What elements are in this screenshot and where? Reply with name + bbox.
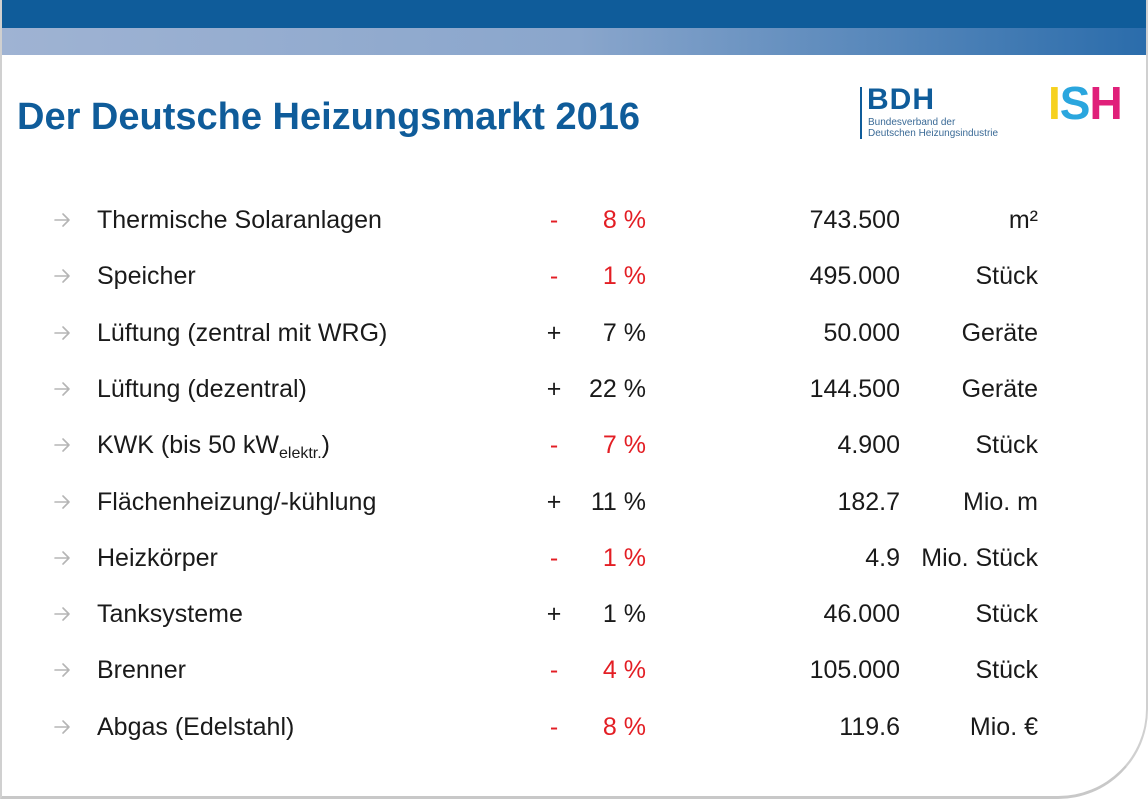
row-percent: 4 %: [602, 656, 646, 685]
page-title: Der Deutsche Heizungsmarkt 2016: [17, 96, 641, 138]
row-label: Lüftung (dezentral): [97, 361, 307, 417]
row-sign: -: [549, 206, 559, 234]
row-percent: 7 %: [602, 318, 646, 347]
row-label: Speicher: [97, 248, 196, 304]
row-value: 495.000: [809, 262, 900, 291]
row-label: Flächenheizung/-kühlung: [97, 474, 376, 530]
table-row: Lüftung (zentral mit WRG) +7 % 50.000 Gerät…: [2, 305, 1146, 361]
bdh-logo-subtitle: Bundesverband der Deutschen Heizungsindu…: [868, 117, 998, 139]
row-percent: 8 %: [602, 206, 646, 234]
arrow-right-icon: [54, 417, 76, 473]
row-sign: +: [546, 318, 562, 347]
ish-logo-h: H: [1089, 77, 1122, 129]
ish-logo: ISH: [1048, 77, 1123, 129]
row-label-text: Flächenheizung/-kühlung: [97, 487, 377, 516]
row-label-suffix: ): [321, 431, 330, 460]
row-value: 50.000: [823, 318, 900, 347]
table-row: Speicher - 1 % 495.000 Stück: [2, 248, 1146, 304]
table-row: Tanksysteme +1 % 46.000 Stück: [2, 586, 1146, 642]
arrow-right-icon: [54, 192, 76, 248]
row-unit: Stück: [975, 431, 1038, 460]
row-sign: +: [546, 600, 562, 629]
row-value: 743.500: [809, 206, 900, 234]
row-value: 119.6: [839, 712, 900, 741]
row-sign: -: [549, 431, 559, 460]
row-value: 4.9: [865, 543, 900, 572]
row-label-text: Thermische Solaranlagen: [97, 206, 382, 234]
bdh-logo-line2: Deutschen Heizungsindustrie: [868, 128, 999, 139]
row-percent: 22 %: [589, 374, 646, 403]
row-label-text: Tanksysteme: [97, 600, 243, 629]
row-sign: +: [546, 487, 562, 516]
row-label: Brenner: [97, 642, 186, 698]
bdh-logo-line1: Bundesverband der: [868, 117, 956, 128]
row-sign: -: [549, 543, 559, 572]
bdh-logo: BDH Bundesverband der Deutschen Heizungs…: [860, 85, 1020, 143]
arrow-right-icon: [54, 248, 76, 304]
row-unit: Geräte: [961, 374, 1038, 403]
row-label-text: Lüftung (zentral mit WRG): [97, 318, 388, 347]
arrow-right-icon: [54, 699, 76, 755]
arrow-right-icon: [54, 361, 76, 417]
row-unit: Mio. m: [963, 487, 1038, 516]
row-label: Abgas (Edelstahl): [97, 699, 294, 755]
ish-logo-i: I: [1048, 77, 1061, 129]
table-row: Lüftung (dezentral) +22 % 144.500 Geräte: [2, 361, 1146, 417]
row-percent: 1 %: [602, 543, 646, 572]
row-sign: -: [549, 656, 559, 685]
row-label-text: Brenner: [97, 656, 186, 685]
row-label: Thermische Solaranlagen: [97, 192, 382, 248]
table-row: Brenner - 4 % 105.000 Stück: [2, 642, 1146, 698]
row-label-text: Heizkörper: [97, 543, 218, 572]
row-value: 4.900: [837, 431, 900, 460]
row-label: KWK (bis 50 kWelektr.): [97, 417, 330, 473]
bdh-logo-word: BDH: [867, 83, 935, 116]
row-label: Heizkörper: [97, 530, 218, 586]
arrow-right-icon: [54, 305, 76, 361]
row-percent: 1 %: [602, 600, 646, 629]
row-percent: 7 %: [602, 431, 646, 460]
ish-logo-s: S: [1059, 77, 1091, 129]
row-unit: Mio. Stück: [921, 543, 1038, 572]
header-gradient-band: [2, 28, 1146, 55]
row-unit: Stück: [975, 600, 1038, 629]
row-value: 182.7: [837, 487, 900, 516]
row-sign: +: [546, 374, 562, 403]
table-row: Flächenheizung/-kühlung +11 % 182.7 Mio. m: [2, 474, 1146, 530]
row-unit: Geräte: [961, 318, 1038, 347]
bdh-logo-bar: [860, 87, 862, 139]
row-label-text: Lüftung (dezentral): [97, 374, 307, 403]
row-label-subscript: elektr.: [278, 445, 322, 463]
row-percent: 8 %: [602, 712, 646, 741]
row-percent: 1 %: [602, 262, 646, 291]
arrow-right-icon: [54, 586, 76, 642]
row-unit: Stück: [975, 262, 1038, 291]
row-unit: Stück: [975, 656, 1038, 685]
arrow-right-icon: [54, 530, 76, 586]
table-row: KWK (bis 50 kWelektr.) - 7 % 4.900 Stück: [2, 417, 1146, 473]
row-sign: -: [549, 262, 559, 291]
row-sign: -: [549, 712, 559, 741]
table-row: Heizkörper - 1 % 4.9 Mio. Stück: [2, 530, 1146, 586]
row-label-text: Speicher: [97, 262, 196, 291]
table-row: Thermische Solaranlagen - 8 % 743.500 m²: [2, 192, 1146, 248]
arrow-right-icon: [54, 474, 76, 530]
table-row: Abgas (Edelstahl) - 8 % 119.6 Mio. €: [2, 699, 1146, 755]
row-value: 144.500: [809, 374, 900, 403]
row-value: 46.000: [823, 600, 900, 629]
row-value: 105.000: [809, 656, 900, 685]
row-label: Tanksysteme: [97, 586, 243, 642]
row-label-text: Abgas (Edelstahl): [97, 712, 295, 741]
header-band: [2, 0, 1146, 28]
row-percent: 11 %: [590, 487, 646, 516]
row-unit: Mio. €: [969, 712, 1038, 741]
row-label: Lüftung (zentral mit WRG): [97, 305, 387, 361]
row-unit: m²: [1008, 206, 1038, 234]
arrow-right-icon: [54, 642, 76, 698]
row-label-text: KWK (bis 50 kW: [97, 431, 279, 460]
